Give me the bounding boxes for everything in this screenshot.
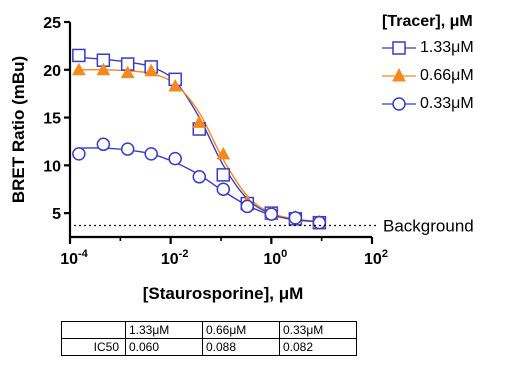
data-point-triangle bbox=[168, 78, 183, 92]
circle-marker-icon bbox=[382, 97, 416, 111]
data-point-triangle bbox=[120, 65, 135, 79]
table-header-row: 1.33μM 0.66μM 0.33μM bbox=[61, 321, 357, 339]
table-header-cell bbox=[61, 321, 126, 339]
fit-curves bbox=[78, 56, 320, 223]
x-tick-label: 102 bbox=[364, 248, 388, 268]
legend-label: 0.66μM bbox=[420, 67, 474, 84]
data-point-circle bbox=[288, 211, 303, 225]
data-point-circle bbox=[96, 137, 111, 152]
data-point-triangle bbox=[96, 62, 111, 76]
legend-item-0-33: 0.33μM bbox=[382, 92, 527, 116]
legend-title: [Tracer], μM bbox=[382, 13, 473, 30]
y-tick-label: 10 bbox=[43, 158, 61, 175]
data-point-circle bbox=[120, 142, 135, 156]
fit-curve bbox=[78, 69, 320, 223]
legend-item-1-33: 1.33μM bbox=[382, 36, 527, 60]
table-cell: IC50 bbox=[61, 338, 126, 356]
y-tick-label: 15 bbox=[43, 111, 61, 128]
x-tick-label: 10-4 bbox=[60, 248, 88, 268]
background-label: Background bbox=[383, 217, 474, 236]
fit-curve bbox=[78, 56, 320, 223]
legend-item-0-66: 0.66μM bbox=[382, 64, 527, 88]
data-point-circle bbox=[264, 207, 279, 221]
x-tick-label: 10-2 bbox=[161, 248, 189, 268]
table-header-cell: 0.66μM bbox=[202, 321, 280, 339]
table-header-cell: 0.33μM bbox=[279, 321, 357, 339]
data-point-circle bbox=[240, 199, 255, 214]
data-point-triangle bbox=[144, 63, 159, 77]
data-point-square bbox=[72, 48, 86, 63]
y-tick-label: 25 bbox=[43, 15, 61, 32]
data-point-circle bbox=[144, 147, 158, 161]
data-point-triangle bbox=[216, 146, 231, 160]
data-point-square bbox=[216, 168, 231, 182]
data-point-circle bbox=[168, 151, 182, 166]
axes: 5 10 15 20 25 10-4 10-2 100 102 bbox=[43, 15, 388, 268]
y-tick-label: 20 bbox=[43, 63, 61, 80]
data-point-circle bbox=[72, 147, 86, 161]
x-axis-label: [Staurosporine], μM bbox=[143, 284, 304, 303]
data-point-triangle bbox=[72, 62, 86, 76]
ic50-table: 1.33μM 0.66μM 0.33μM IC50 0.060 0.088 0.… bbox=[61, 321, 357, 356]
triangle-marker-icon bbox=[382, 67, 416, 82]
data-point-circle bbox=[216, 182, 231, 196]
table-cell: 0.088 bbox=[202, 338, 280, 356]
fit-curve bbox=[78, 147, 320, 223]
y-axis-label: BRET Ratio (mBu) bbox=[9, 56, 28, 203]
y-tick-label: 5 bbox=[52, 206, 61, 223]
legend-label: 0.33μM bbox=[420, 95, 474, 112]
data-point-triangle bbox=[192, 115, 207, 128]
table-cell: 0.082 bbox=[279, 338, 357, 356]
data-point-circle bbox=[312, 215, 327, 230]
x-tick-label: 100 bbox=[263, 248, 287, 268]
legend-label: 1.33μM bbox=[420, 39, 474, 56]
data-points bbox=[72, 48, 327, 230]
legend: [Tracer], μM 1.33μM 0.66μM 0.33μM bbox=[382, 12, 527, 116]
table-header-cell: 1.33μM bbox=[125, 321, 203, 339]
data-point-circle bbox=[192, 170, 207, 184]
square-marker-icon bbox=[382, 41, 416, 55]
table-row: IC50 0.060 0.088 0.082 bbox=[61, 338, 357, 356]
table-cell: 0.060 bbox=[125, 338, 203, 356]
